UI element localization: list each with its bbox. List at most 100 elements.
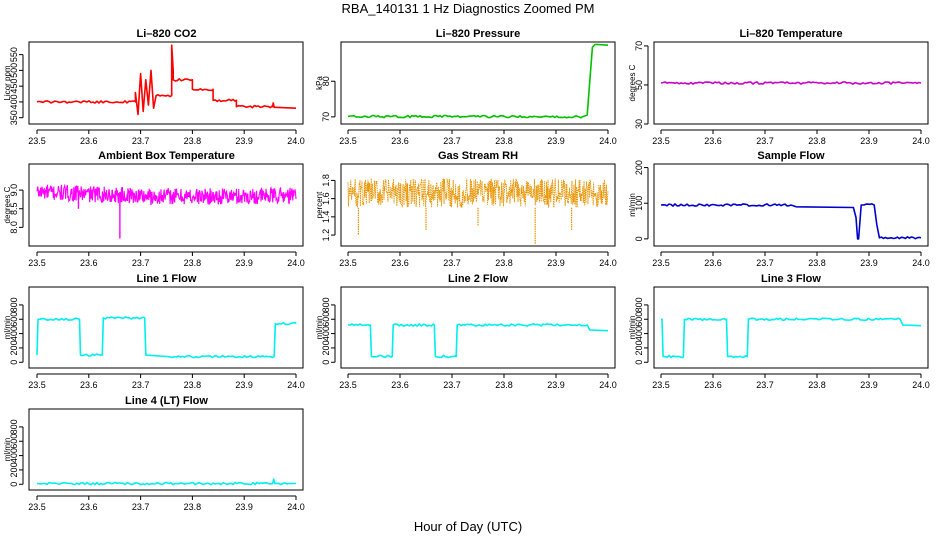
x-tick-label: 24.0 bbox=[912, 380, 930, 390]
y-axis-label: Licor ppm bbox=[3, 65, 12, 100]
x-tick-label: 23.9 bbox=[860, 380, 878, 390]
y-tick-label: 800 bbox=[9, 419, 19, 434]
series-line bbox=[36, 44, 297, 116]
x-tick-label: 23.8 bbox=[495, 258, 513, 268]
x-tick-label: 23.8 bbox=[184, 136, 202, 146]
y-tick-label: 0 bbox=[9, 360, 19, 365]
x-tick-label: 23.9 bbox=[235, 258, 253, 268]
y-tick-label: 200 bbox=[9, 462, 19, 477]
panel-3: Li–820 Temperature degrees C 23.5 23.6 23.7 2… bbox=[628, 28, 930, 146]
x-axis-label: Hour of Day (UTC) bbox=[414, 519, 522, 534]
x-tick-label: 23.8 bbox=[184, 258, 202, 268]
x-tick-label: 23.7 bbox=[132, 380, 150, 390]
x-tick-label: 23.5 bbox=[28, 258, 46, 268]
x-tick-label: 24.0 bbox=[912, 258, 930, 268]
y-tick-label: 0 bbox=[634, 360, 644, 365]
y-tick-label: 70 bbox=[321, 112, 331, 122]
y-axis-label: ml/min bbox=[3, 438, 12, 462]
x-tick-label: 23.6 bbox=[704, 380, 722, 390]
panel-title: Li–820 CO2 bbox=[137, 28, 197, 40]
y-tick-label: 1.6 bbox=[321, 192, 331, 205]
y-tick-label: 70 bbox=[634, 41, 644, 51]
x-tick-label: 23.7 bbox=[756, 136, 774, 146]
x-tick-label: 23.8 bbox=[808, 136, 826, 146]
x-tick-label: 23.9 bbox=[235, 380, 253, 390]
x-tick-label: 23.5 bbox=[652, 380, 670, 390]
y-axis-label: ml/min bbox=[3, 316, 12, 340]
panel-title: Li–820 Temperature bbox=[739, 28, 842, 40]
series-line bbox=[36, 478, 296, 486]
panel-8: Line 2 Flow ml/min 23.5 23.6 23.7 23.8 23.9 24.… bbox=[315, 273, 617, 390]
plot-frame bbox=[653, 286, 929, 369]
plot-frame bbox=[340, 163, 616, 247]
x-tick-label: 24.0 bbox=[912, 136, 930, 146]
panel-5: Gas Stream RH percent 23.5 23.6 23.7 23.8 23.9… bbox=[315, 150, 617, 268]
x-tick-label: 23.9 bbox=[235, 502, 253, 512]
y-tick-label: 400 bbox=[9, 326, 19, 341]
x-tick-label: 23.5 bbox=[28, 502, 46, 512]
panels: Li–820 CO2 Licor ppm 23.5 23.6 23.7 23.8 23.9 2… bbox=[3, 28, 930, 512]
series-line bbox=[347, 43, 609, 119]
x-tick-label: 23.7 bbox=[756, 258, 774, 268]
y-tick-label: 1.8 bbox=[321, 174, 331, 187]
y-tick-label: 0 bbox=[634, 236, 644, 241]
y-tick-label: 400 bbox=[9, 448, 19, 463]
y-tick-label: 800 bbox=[634, 297, 644, 312]
y-tick-label: 1.2 bbox=[321, 229, 331, 242]
x-tick-label: 23.8 bbox=[184, 380, 202, 390]
plot-frame bbox=[28, 286, 304, 369]
plot-frame bbox=[28, 41, 304, 125]
panel-title: Line 1 Flow bbox=[137, 273, 197, 285]
y-tick-label: 600 bbox=[634, 312, 644, 327]
series-line bbox=[661, 317, 922, 359]
y-tick-label: 350 bbox=[9, 110, 19, 125]
plot-frame bbox=[28, 408, 304, 491]
x-tick-label: 23.8 bbox=[495, 380, 513, 390]
x-tick-label: 23.8 bbox=[184, 502, 202, 512]
series-line bbox=[660, 81, 922, 85]
y-axis-label: degrees C bbox=[628, 64, 637, 101]
x-tick-label: 23.5 bbox=[339, 136, 357, 146]
x-tick-label: 23.5 bbox=[339, 380, 357, 390]
x-tick-label: 24.0 bbox=[599, 136, 617, 146]
x-tick-label: 23.7 bbox=[443, 136, 461, 146]
y-axis-label: degrees C bbox=[3, 186, 12, 223]
x-tick-label: 23.6 bbox=[80, 502, 98, 512]
x-tick-label: 23.6 bbox=[704, 258, 722, 268]
x-tick-label: 23.6 bbox=[391, 258, 409, 268]
y-tick-label: 8.5 bbox=[9, 202, 19, 215]
x-tick-label: 23.9 bbox=[547, 380, 565, 390]
x-tick-label: 24.0 bbox=[599, 380, 617, 390]
x-tick-label: 23.9 bbox=[235, 136, 253, 146]
page-title: RBA_140131 1 Hz Diagnostics Zoomed PM bbox=[342, 1, 595, 16]
y-axis-label: percent bbox=[315, 191, 324, 218]
y-tick-label: 500 bbox=[9, 63, 19, 78]
y-tick-label: 400 bbox=[321, 326, 331, 341]
x-tick-label: 23.5 bbox=[28, 136, 46, 146]
panel-2: Li–820 Pressure kPa 23.5 23.6 23.7 23.8 23.9 24… bbox=[315, 28, 617, 146]
y-axis-label: ml/min bbox=[315, 316, 324, 340]
plot-frame bbox=[653, 163, 929, 247]
panel-title: Line 4 (LT) Flow bbox=[125, 395, 208, 407]
x-tick-label: 23.7 bbox=[443, 380, 461, 390]
series-line bbox=[348, 323, 609, 359]
y-tick-label: 50 bbox=[634, 80, 644, 90]
x-tick-label: 23.9 bbox=[547, 258, 565, 268]
y-tick-label: 8.0 bbox=[9, 221, 19, 234]
panel-6: Sample Flow ml/min 23.5 23.6 23.7 23.8 23.9 24.… bbox=[628, 150, 930, 268]
y-tick-label: 200 bbox=[321, 340, 331, 355]
panel-title: Sample Flow bbox=[757, 150, 825, 162]
y-axis-label: kPa bbox=[315, 76, 324, 90]
series-line bbox=[36, 316, 297, 359]
series-line bbox=[660, 203, 922, 240]
plot-frame bbox=[340, 41, 616, 125]
y-tick-label: 600 bbox=[321, 312, 331, 327]
x-tick-label: 23.9 bbox=[860, 258, 878, 268]
x-tick-label: 24.0 bbox=[287, 502, 305, 512]
panel-4: Ambient Box Temperature degrees C 23.5 23.6… bbox=[3, 150, 305, 268]
y-tick-label: 400 bbox=[9, 94, 19, 109]
panel-9: Line 3 Flow ml/min 23.5 23.6 23.7 23.8 23.9 24.… bbox=[628, 273, 930, 390]
y-tick-label: 800 bbox=[9, 297, 19, 312]
panel-1: Li–820 CO2 Licor ppm 23.5 23.6 23.7 23.8 23.9 2… bbox=[3, 28, 305, 146]
